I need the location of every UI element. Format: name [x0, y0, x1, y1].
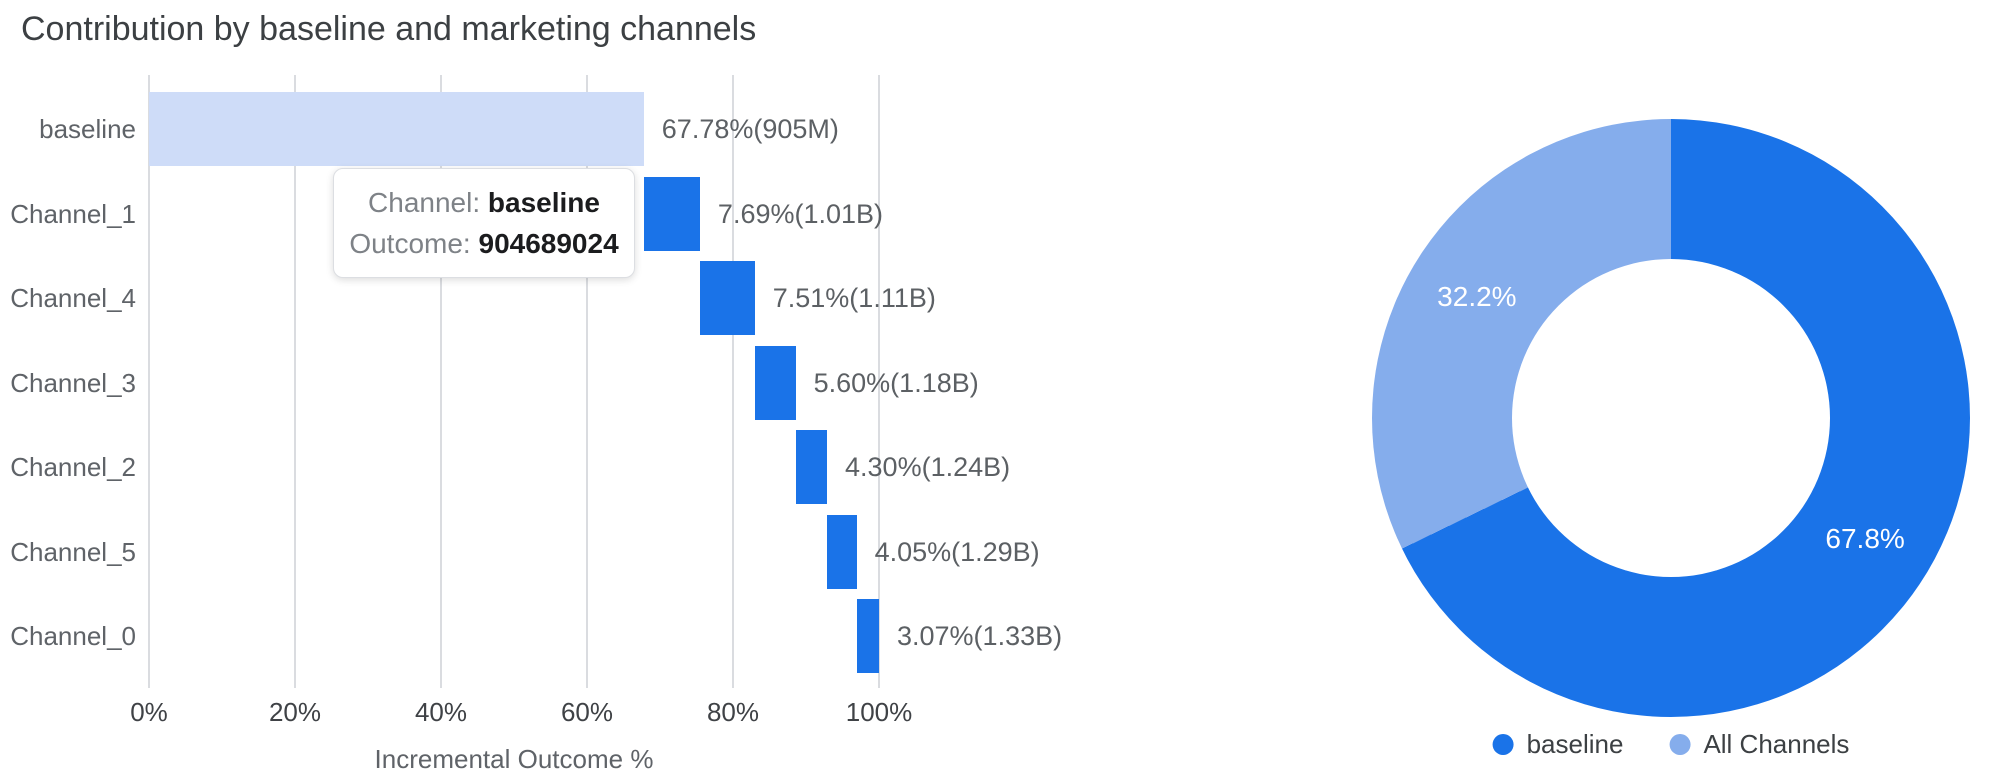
bar-baseline[interactable] — [149, 92, 644, 166]
slice-label-All Channels: 32.2% — [1437, 280, 1517, 312]
category-label-Channel_1: Channel_1 — [10, 198, 136, 229]
value-label-baseline: 67.78%(905M) — [661, 114, 839, 144]
gridline-80% — [732, 75, 734, 688]
tooltip-outcome-value: 904689024 — [478, 228, 619, 259]
category-label-baseline: baseline — [39, 114, 136, 144]
donut-hole — [1512, 259, 1830, 577]
gridline-20% — [294, 75, 296, 688]
x-tick-100%: 100% — [845, 697, 913, 727]
donut-legend: baseline All Channels — [1492, 729, 1849, 760]
bar-Channel_5[interactable] — [827, 514, 857, 589]
tooltip-channel-line: Channel: baseline — [342, 182, 626, 223]
legend-dot-All Channels — [1669, 734, 1691, 755]
tooltip-outcome-key: Outcome: — [349, 228, 471, 259]
page-title: Contribution by baseline and marketing c… — [21, 10, 757, 48]
category-label-Channel_5: Channel_5 — [10, 536, 136, 567]
x-tick-80%: 80% — [706, 697, 760, 727]
value-label-Channel_5: 4.05%(1.29B) — [874, 536, 1040, 567]
bar-Channel_3[interactable] — [754, 345, 796, 420]
tooltip-outcome-line: Outcome: 904689024 — [342, 223, 626, 264]
x-tick-60%: 60% — [560, 697, 614, 727]
value-label-Channel_2: 4.30%(1.24B) — [845, 452, 1011, 482]
value-label-Channel_0: 3.07%(1.33B) — [897, 621, 1063, 651]
legend-item-All Channels[interactable]: All Channels — [1669, 729, 1849, 760]
gridline-40% — [440, 75, 442, 688]
chart-tooltip: Channel: baseline Outcome: 904689024 — [333, 168, 635, 278]
x-tick-0%: 0% — [130, 697, 168, 727]
slice-label-baseline: 67.8% — [1825, 523, 1905, 555]
gridline-60% — [586, 75, 588, 688]
category-label-Channel_0: Channel_0 — [10, 621, 136, 651]
gridline-100% — [878, 75, 880, 688]
legend-item-baseline[interactable]: baseline — [1492, 729, 1624, 760]
x-tick-40%: 40% — [414, 697, 468, 727]
bar-Channel_2[interactable] — [795, 430, 827, 504]
gridline-0% — [148, 75, 150, 688]
category-label-Channel_3: Channel_3 — [10, 367, 136, 398]
value-label-Channel_4: 7.51%(1.11B) — [772, 283, 936, 313]
category-label-Channel_2: Channel_2 — [10, 452, 136, 482]
bar-Channel_0[interactable] — [856, 599, 879, 673]
bar-Channel_1[interactable] — [643, 176, 700, 251]
x-axis-title: Incremental Outcome % — [374, 744, 654, 774]
value-label-Channel_3: 5.60%(1.18B) — [813, 367, 979, 398]
legend-label-baseline: baseline — [1526, 729, 1624, 759]
category-label-Channel_4: Channel_4 — [10, 283, 136, 313]
tooltip-channel-key: Channel: — [368, 187, 481, 218]
value-label-Channel_1: 7.69%(1.01B) — [717, 198, 884, 229]
tooltip-channel-value: baseline — [487, 187, 600, 218]
legend-dot-baseline — [1492, 734, 1514, 755]
legend-label-All Channels: All Channels — [1703, 729, 1850, 759]
x-tick-20%: 20% — [268, 697, 322, 727]
bar-Channel_4[interactable] — [699, 261, 755, 335]
